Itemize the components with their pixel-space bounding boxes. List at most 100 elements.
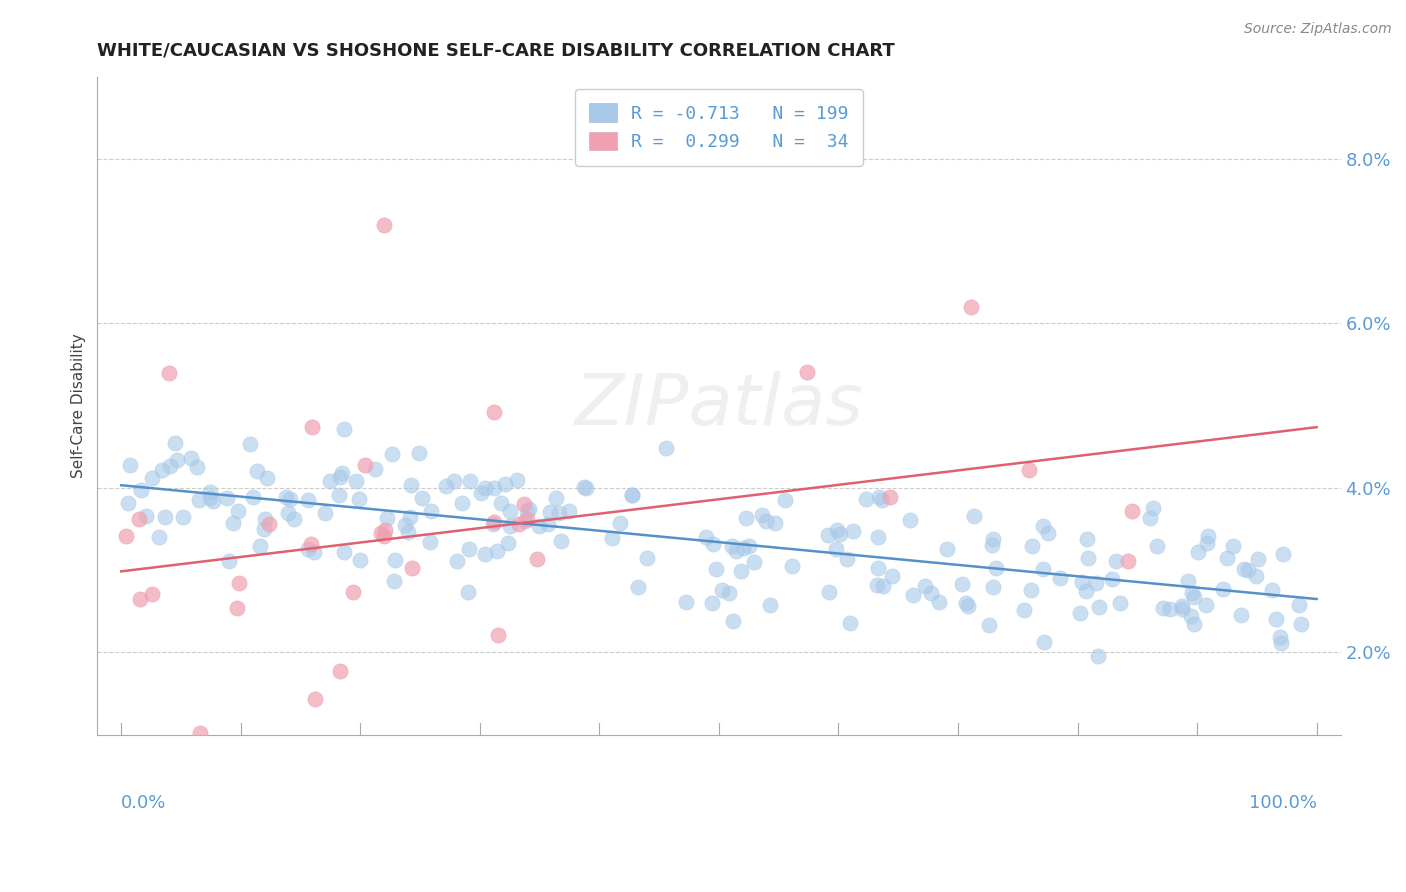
Point bbox=[527, 519, 550, 533]
Point bbox=[1271, 547, 1294, 561]
Text: Source: ZipAtlas.com: Source: ZipAtlas.com bbox=[1244, 22, 1392, 37]
Point bbox=[920, 586, 942, 600]
Point bbox=[1087, 649, 1109, 664]
Point bbox=[868, 491, 890, 505]
Point bbox=[347, 492, 370, 507]
Point bbox=[744, 555, 766, 569]
Point bbox=[115, 529, 138, 543]
Point bbox=[838, 615, 860, 630]
Point bbox=[1152, 601, 1174, 615]
Point bbox=[318, 474, 340, 488]
Point bbox=[482, 404, 505, 418]
Point bbox=[550, 534, 572, 549]
Point bbox=[186, 459, 208, 474]
Point bbox=[253, 512, 276, 526]
Point bbox=[508, 516, 530, 531]
Point bbox=[329, 664, 352, 678]
Y-axis label: Self-Care Disability: Self-Care Disability bbox=[72, 334, 86, 478]
Point bbox=[731, 541, 754, 556]
Point bbox=[278, 491, 301, 506]
Point bbox=[166, 452, 188, 467]
Point bbox=[983, 532, 1005, 546]
Point bbox=[755, 514, 778, 528]
Point bbox=[399, 477, 422, 491]
Point bbox=[1289, 617, 1312, 632]
Point bbox=[600, 531, 623, 545]
Point bbox=[342, 585, 364, 599]
Point bbox=[759, 598, 782, 612]
Point bbox=[304, 691, 326, 706]
Point bbox=[516, 512, 538, 526]
Point bbox=[818, 585, 841, 599]
Point bbox=[155, 509, 177, 524]
Point bbox=[374, 524, 396, 538]
Text: ZIPatlas: ZIPatlas bbox=[575, 371, 863, 440]
Point bbox=[117, 496, 139, 510]
Point bbox=[870, 493, 893, 508]
Point bbox=[1270, 630, 1292, 644]
Point bbox=[1077, 550, 1099, 565]
Point bbox=[986, 560, 1008, 574]
Point bbox=[695, 530, 717, 544]
Point bbox=[200, 491, 222, 505]
Point bbox=[457, 584, 479, 599]
Point bbox=[1014, 603, 1036, 617]
Point bbox=[486, 628, 509, 642]
Point bbox=[1105, 554, 1128, 568]
Point bbox=[159, 458, 181, 473]
Point bbox=[1036, 525, 1059, 540]
Point bbox=[349, 553, 371, 567]
Point bbox=[1049, 572, 1071, 586]
Point bbox=[460, 474, 482, 488]
Point bbox=[1237, 563, 1260, 577]
Point bbox=[1139, 510, 1161, 524]
Point bbox=[333, 544, 356, 558]
Point bbox=[218, 553, 240, 567]
Point bbox=[828, 527, 851, 541]
Point bbox=[364, 462, 387, 476]
Point bbox=[950, 577, 973, 591]
Point bbox=[419, 534, 441, 549]
Point bbox=[544, 491, 567, 506]
Point bbox=[328, 488, 350, 502]
Point bbox=[381, 447, 404, 461]
Point bbox=[517, 502, 540, 516]
Point bbox=[730, 565, 752, 579]
Point bbox=[384, 553, 406, 567]
Point bbox=[496, 535, 519, 549]
Point bbox=[299, 537, 322, 551]
Point bbox=[780, 558, 803, 573]
Point bbox=[283, 512, 305, 526]
Point bbox=[1121, 504, 1143, 518]
Point bbox=[458, 542, 481, 557]
Point bbox=[157, 366, 180, 380]
Point bbox=[198, 485, 221, 500]
Point bbox=[1069, 607, 1091, 621]
Point bbox=[499, 504, 522, 518]
Point bbox=[1032, 562, 1054, 576]
Point bbox=[1260, 583, 1282, 598]
Text: WHITE/CAUCASIAN VS SHOSHONE SELF-CARE DISABILITY CORRELATION CHART: WHITE/CAUCASIAN VS SHOSHONE SELF-CARE DI… bbox=[97, 42, 896, 60]
Point bbox=[866, 577, 889, 591]
Point bbox=[396, 524, 419, 539]
Point bbox=[872, 579, 894, 593]
Point bbox=[1180, 608, 1202, 623]
Point bbox=[486, 543, 509, 558]
Point bbox=[735, 510, 758, 524]
Point bbox=[226, 600, 249, 615]
Point bbox=[228, 576, 250, 591]
Point bbox=[963, 508, 986, 523]
Point bbox=[675, 595, 697, 609]
Point bbox=[1197, 528, 1219, 542]
Point bbox=[165, 436, 187, 450]
Point bbox=[370, 526, 392, 541]
Point bbox=[135, 509, 157, 524]
Point bbox=[1032, 519, 1054, 533]
Point bbox=[1264, 612, 1286, 626]
Point bbox=[450, 496, 472, 510]
Point bbox=[253, 522, 276, 536]
Point bbox=[572, 480, 595, 494]
Point bbox=[773, 492, 796, 507]
Point bbox=[548, 506, 571, 520]
Point bbox=[1270, 636, 1292, 650]
